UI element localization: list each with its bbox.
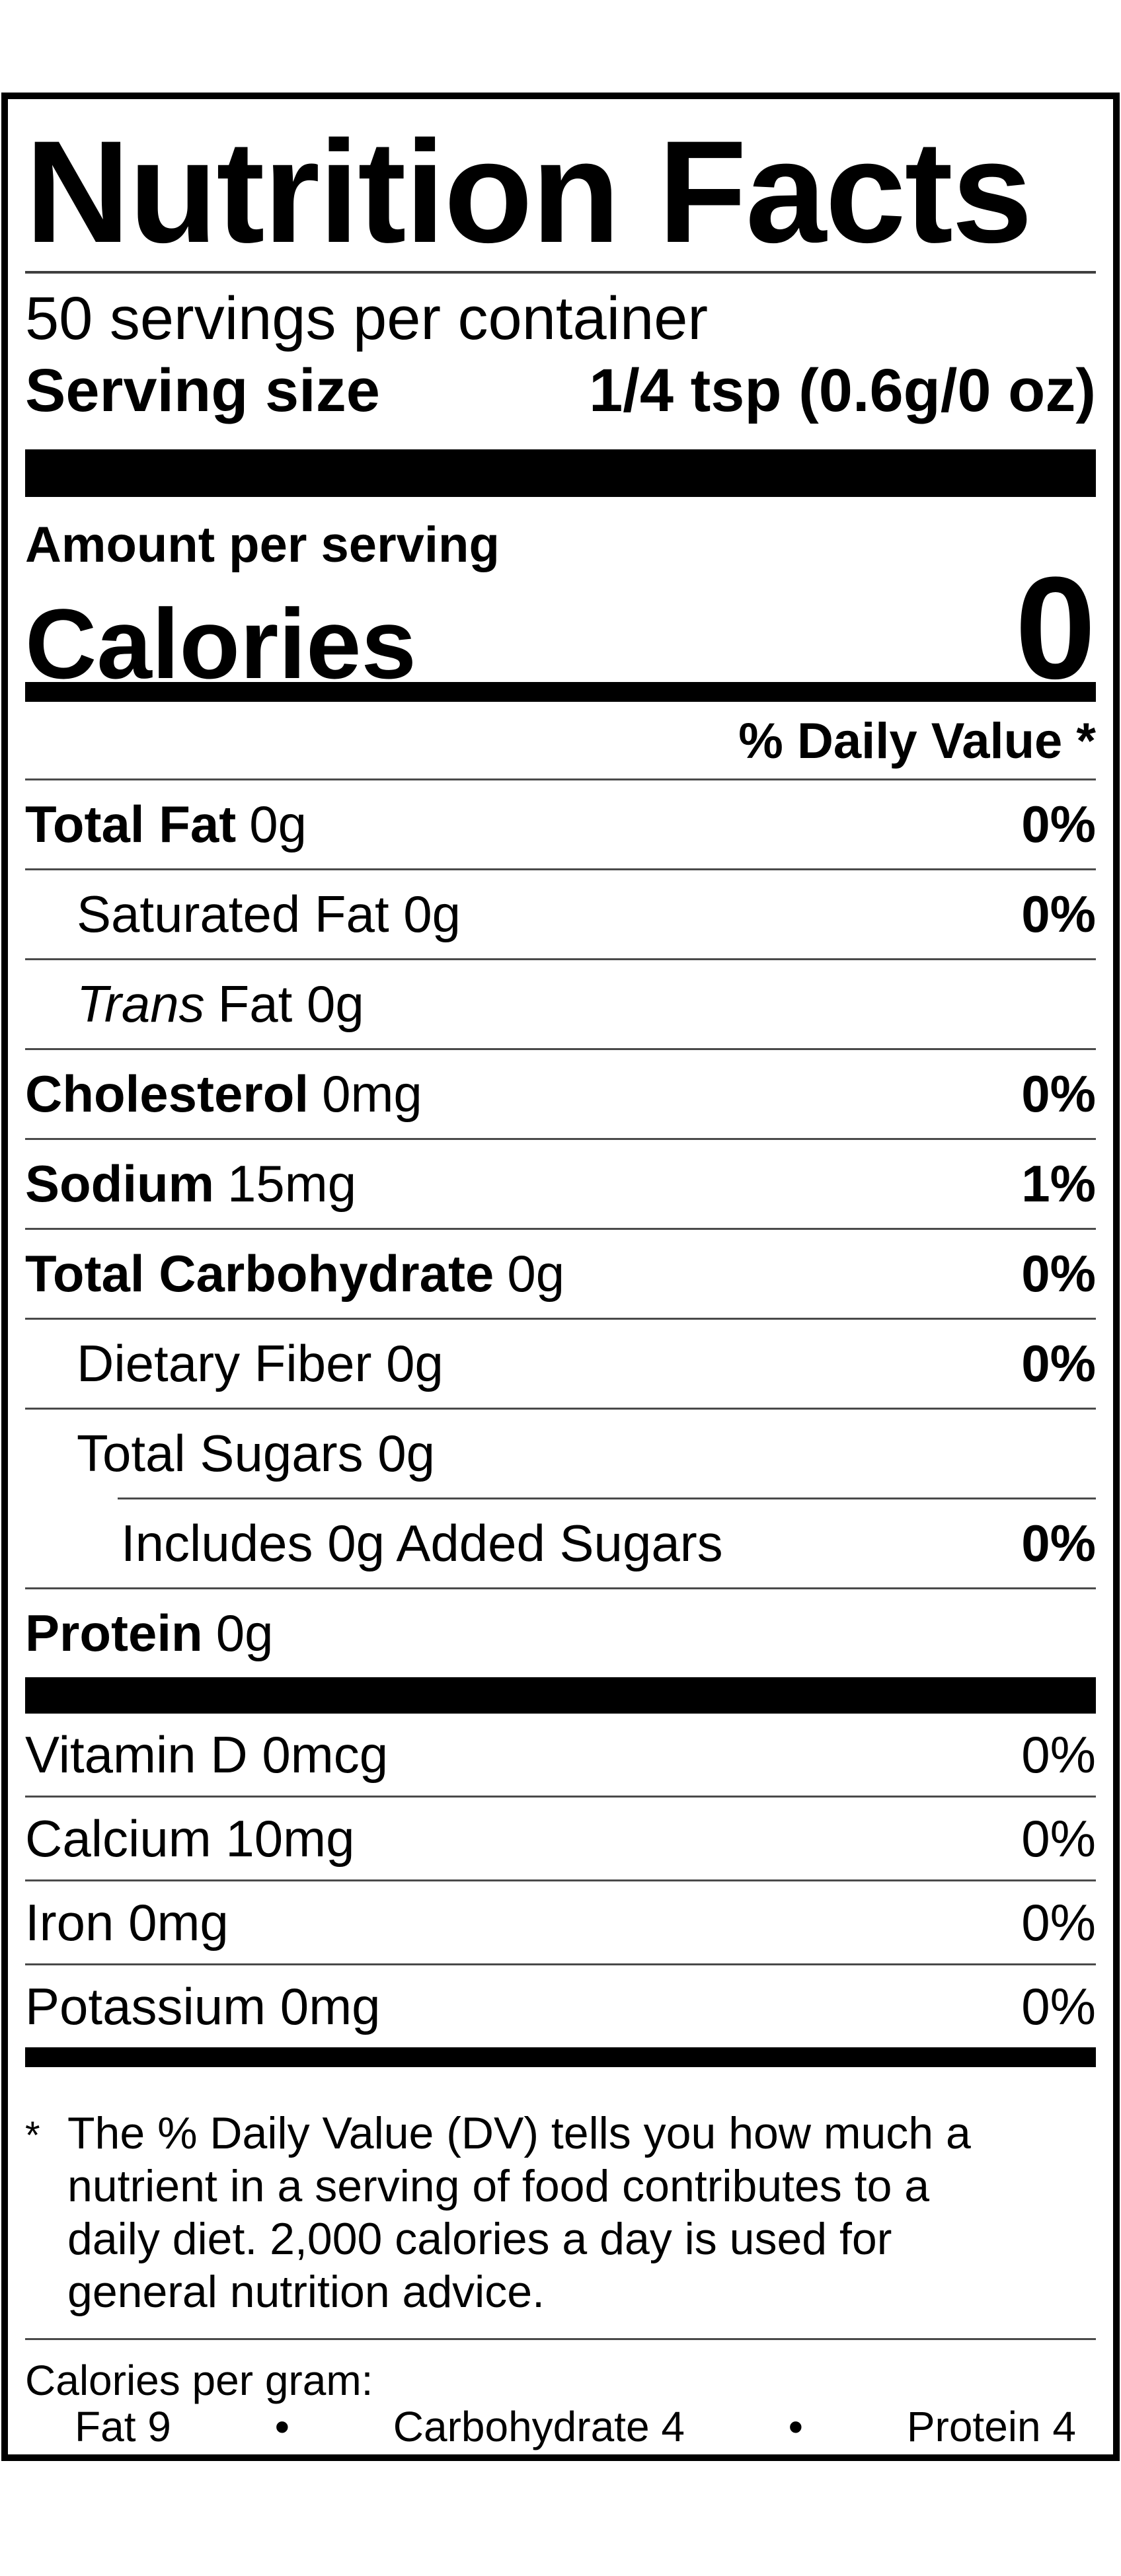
- daily-value: 0%: [1021, 1065, 1096, 1123]
- thick-bar-vitamins: [25, 1677, 1096, 1714]
- daily-value: 0%: [1021, 1244, 1096, 1303]
- daily-value: 0%: [1021, 1893, 1096, 1951]
- row-divider: [25, 1048, 1096, 1050]
- bullet-icon: •: [788, 2403, 804, 2450]
- row-divider: [25, 1318, 1096, 1320]
- row-divider: [25, 1138, 1096, 1140]
- nutrient-name: Sodium 15mg: [25, 1155, 357, 1213]
- vitamin-name: Iron 0mg: [25, 1893, 229, 1951]
- daily-value-header: % Daily Value *: [738, 713, 1096, 769]
- nutrient-name: Cholesterol 0mg: [25, 1065, 422, 1123]
- footnote-asterisk: *: [25, 2114, 40, 2157]
- nutrient-name: Total Sugars 0g: [77, 1424, 436, 1482]
- vitamin-name: Vitamin D 0mcg: [25, 1725, 389, 1784]
- daily-value: 0%: [1021, 795, 1096, 853]
- daily-value: 0%: [1021, 1977, 1096, 2035]
- nutrient-name: Includes 0g Added Sugars: [121, 1514, 723, 1572]
- thick-bar-top: [25, 449, 1096, 497]
- serving-size-value: 1/4 tsp (0.6g/0 oz): [589, 357, 1096, 424]
- vitamin-row-calcium: Calcium 10mg 0%: [25, 1798, 1096, 1879]
- cpg-carbohydrate: Carbohydrate 4: [393, 2403, 685, 2450]
- row-divider-indented: [118, 1497, 1096, 1499]
- vitamin-name: Potassium 0mg: [25, 1977, 381, 2035]
- daily-value: 0%: [1021, 1514, 1096, 1572]
- calories-per-gram-label: Calories per gram:: [25, 2357, 373, 2404]
- nutrient-row-total-sugars: Total Sugars 0g: [25, 1410, 1096, 1497]
- nutrient-row-sodium: Sodium 15mg 1%: [25, 1140, 1096, 1228]
- calories-per-gram-row: Fat 9 • Carbohydrate 4 • Protein 4: [25, 2404, 1096, 2450]
- serving-size-label: Serving size: [25, 357, 380, 424]
- daily-value: 0%: [1021, 1334, 1096, 1392]
- nutrient-name: Protein 0g: [25, 1604, 274, 1662]
- calories-row: Calories 0: [25, 547, 1096, 709]
- nutrient-row-cholesterol: Cholesterol 0mg 0%: [25, 1050, 1096, 1138]
- thick-bar-footnote: [25, 2047, 1096, 2067]
- title-divider: [25, 271, 1096, 274]
- servings-per-container: 50 servings per container: [25, 285, 709, 352]
- medium-bar-calories: [25, 682, 1096, 702]
- nutrient-row-protein: Protein 0g: [25, 1589, 1096, 1677]
- row-divider: [25, 1587, 1096, 1589]
- footnote-text: The % Daily Value (DV) tells you how muc…: [67, 2108, 971, 2317]
- nutrient-row-total-carbohydrate: Total Carbohydrate 0g 0%: [25, 1230, 1096, 1318]
- row-divider: [25, 1408, 1096, 1410]
- row-divider: [25, 1796, 1096, 1798]
- row-divider: [25, 1879, 1096, 1881]
- footnote-divider: [25, 2338, 1096, 2340]
- vitamin-name: Calcium 10mg: [25, 1809, 355, 1868]
- row-divider: [25, 868, 1096, 870]
- daily-value-footnote: * The % Daily Value (DV) tells you how m…: [25, 2067, 1096, 2318]
- nutrient-name: Total Carbohydrate 0g: [25, 1244, 565, 1303]
- label-title: Nutrition Facts: [25, 110, 1032, 273]
- calories-value: 0: [1015, 547, 1096, 709]
- nutrient-row-dietary-fiber: Dietary Fiber 0g 0%: [25, 1320, 1096, 1408]
- bullet-icon: •: [274, 2403, 290, 2450]
- serving-size-row: Serving size 1/4 tsp (0.6g/0 oz): [25, 354, 1096, 427]
- daily-value: 0%: [1021, 1809, 1096, 1868]
- nutrient-row-total-fat: Total Fat 0g 0%: [25, 780, 1096, 868]
- row-divider: [25, 1963, 1096, 1965]
- nutrient-row-added-sugars: Includes 0g Added Sugars 0%: [25, 1499, 1096, 1587]
- cpg-protein: Protein 4: [906, 2403, 1076, 2450]
- nutrient-name: Saturated Fat 0g: [77, 885, 461, 943]
- nutrient-row-trans-fat: Trans Fat 0g: [25, 960, 1096, 1048]
- daily-value: 0%: [1021, 1725, 1096, 1784]
- vitamin-row-vitamin-d: Vitamin D 0mcg 0%: [25, 1714, 1096, 1796]
- row-divider: [25, 958, 1096, 960]
- daily-value: 0%: [1021, 885, 1096, 943]
- nutrient-name: Trans Fat 0g: [77, 975, 364, 1033]
- cpg-fat: Fat 9: [75, 2403, 171, 2450]
- row-divider: [25, 778, 1096, 780]
- nutrient-name: Dietary Fiber 0g: [77, 1334, 444, 1392]
- vitamin-row-potassium: Potassium 0mg 0%: [25, 1965, 1096, 2047]
- nutrient-row-saturated-fat: Saturated Fat 0g 0%: [25, 870, 1096, 958]
- nutrient-name: Total Fat 0g: [25, 795, 307, 853]
- vitamin-row-iron: Iron 0mg 0%: [25, 1881, 1096, 1963]
- row-divider: [25, 1228, 1096, 1230]
- nutrition-facts-label: Nutrition Facts 50 servings per containe…: [1, 93, 1120, 2461]
- daily-value: 1%: [1021, 1155, 1096, 1213]
- calories-label: Calories: [25, 588, 416, 699]
- amount-per-serving-label: Amount per serving: [25, 517, 500, 573]
